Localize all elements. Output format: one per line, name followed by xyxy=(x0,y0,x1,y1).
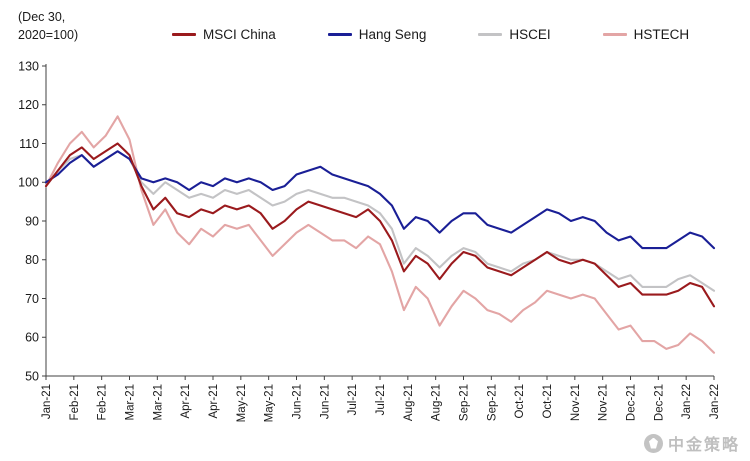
index-base-note-line2: 2020=100) xyxy=(18,28,79,43)
legend-label: HSTECH xyxy=(633,27,690,42)
svg-text:Sep-21: Sep-21 xyxy=(459,384,471,421)
legend-swatch xyxy=(478,32,503,37)
legend-item-msci-china: MSCI China xyxy=(172,27,276,42)
svg-text:70: 70 xyxy=(25,292,39,306)
legend-swatch xyxy=(602,32,627,37)
svg-text:130: 130 xyxy=(18,59,39,73)
svg-text:Jan-22: Jan-22 xyxy=(709,384,721,419)
legend-label: MSCI China xyxy=(203,27,276,42)
svg-text:Dec-21: Dec-21 xyxy=(626,384,638,421)
svg-text:Feb-21: Feb-21 xyxy=(69,384,81,420)
svg-text:Feb-21: Feb-21 xyxy=(97,384,109,420)
svg-text:Mar-21: Mar-21 xyxy=(125,384,137,420)
legend-item-hscei: HSCEI xyxy=(478,27,551,42)
watermark: 中金策略 xyxy=(643,431,740,455)
svg-text:Sep-21: Sep-21 xyxy=(486,384,498,421)
legend-swatch xyxy=(172,32,196,37)
svg-text:Jan-22: Jan-22 xyxy=(681,384,693,419)
legend-item-hstech: HSTECH xyxy=(602,27,690,42)
svg-text:May-21: May-21 xyxy=(236,384,248,422)
svg-text:Oct-21: Oct-21 xyxy=(542,384,554,419)
svg-text:May-21: May-21 xyxy=(264,384,276,422)
svg-text:90: 90 xyxy=(25,214,39,228)
legend-item-hang-seng: Hang Seng xyxy=(327,27,427,42)
chart-legend: MSCI China Hang Seng HSCEI HSTECH xyxy=(172,27,689,42)
svg-text:Aug-21: Aug-21 xyxy=(431,384,443,421)
svg-text:Oct-21: Oct-21 xyxy=(514,384,526,419)
svg-text:Apr-21: Apr-21 xyxy=(180,384,192,419)
svg-text:120: 120 xyxy=(18,98,39,112)
svg-text:Jul-21: Jul-21 xyxy=(375,384,387,415)
svg-text:60: 60 xyxy=(25,331,39,345)
legend-swatch xyxy=(327,32,352,37)
svg-text:110: 110 xyxy=(19,137,39,151)
svg-text:50: 50 xyxy=(25,369,39,383)
index-base-note: (Dec 30, 2020=100) xyxy=(18,8,78,44)
svg-text:80: 80 xyxy=(25,253,39,267)
svg-text:Jun-21: Jun-21 xyxy=(292,384,304,419)
svg-text:Mar-21: Mar-21 xyxy=(152,384,164,420)
svg-text:Jul-21: Jul-21 xyxy=(347,384,359,415)
legend-label: HSCEI xyxy=(509,27,551,42)
svg-text:Nov-21: Nov-21 xyxy=(598,384,610,421)
legend-label: Hang Seng xyxy=(358,27,427,42)
cicc-logo-icon xyxy=(643,433,663,453)
svg-text:100: 100 xyxy=(18,176,39,190)
svg-text:Nov-21: Nov-21 xyxy=(570,384,582,421)
svg-text:Jun-21: Jun-21 xyxy=(319,384,331,419)
watermark-text: 中金策略 xyxy=(667,437,740,454)
svg-text:Jan-21: Jan-21 xyxy=(41,384,53,419)
svg-text:Aug-21: Aug-21 xyxy=(403,384,415,421)
index-base-note-line1: (Dec 30, xyxy=(18,10,66,24)
svg-text:Apr-21: Apr-21 xyxy=(208,384,220,419)
svg-text:Dec-21: Dec-21 xyxy=(653,384,665,421)
